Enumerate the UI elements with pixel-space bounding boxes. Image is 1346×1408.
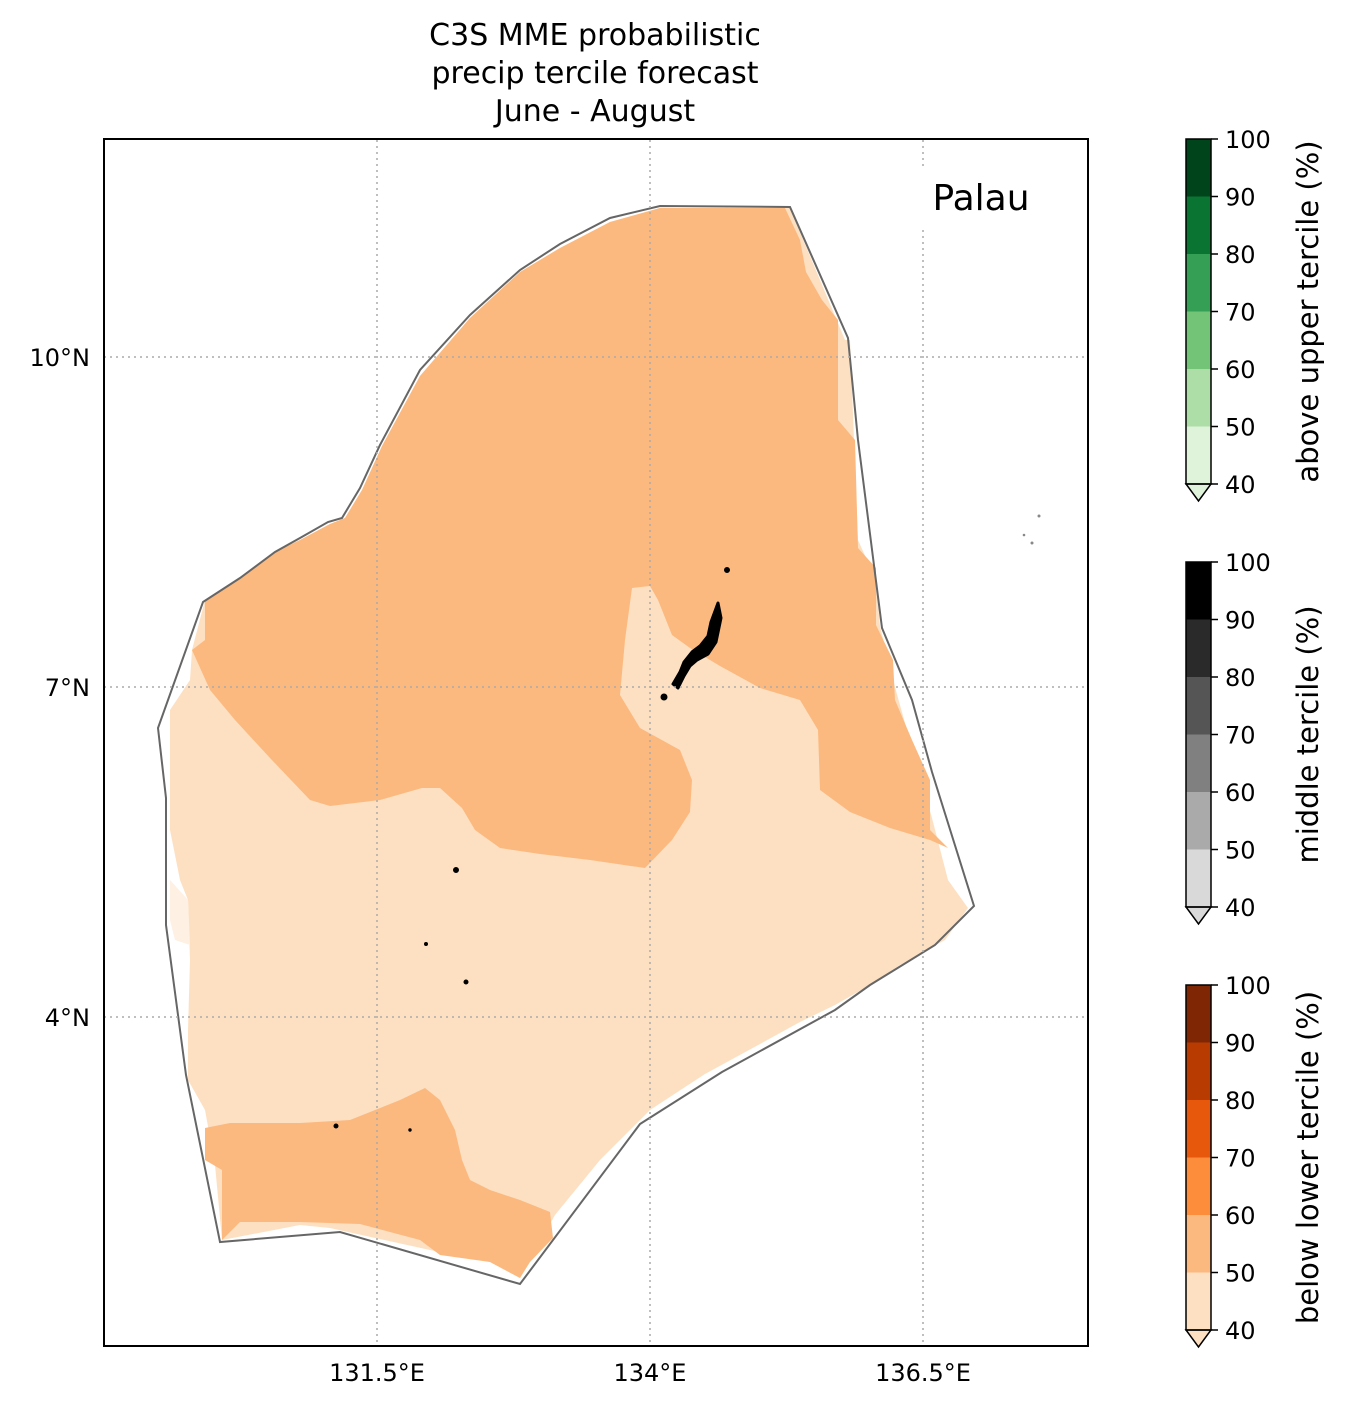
- colorbar: 100 90 80 70 60 50 40 middle tercile (%): [1184, 549, 1325, 926]
- colorbar-label: middle tercile (%): [1291, 605, 1325, 863]
- colorbar-segment: [1186, 1042, 1211, 1101]
- colorbar-tick-label: 100: [1225, 126, 1271, 154]
- colorbar-tick-label: 70: [1225, 299, 1256, 327]
- colorbar-tick-label: 80: [1225, 664, 1256, 692]
- fill-below-50-60-north: [192, 208, 948, 868]
- x-tick-labels: 131.5°E 134°E 136.5°E: [329, 1359, 971, 1387]
- colorbar-segment: [1186, 196, 1211, 255]
- fill-pale-west: [170, 880, 190, 945]
- colorbar-extend-arrow: [1184, 906, 1213, 926]
- colorbar-segment: [1186, 1100, 1211, 1158]
- colorbar-tick-label: 40: [1225, 894, 1256, 922]
- region-label: Palau: [932, 178, 1029, 219]
- y-tick-label: 4°N: [45, 1004, 90, 1032]
- colorbar-tick-label: 60: [1225, 356, 1256, 384]
- region-label-bg: [915, 170, 1045, 228]
- x-tick-label: 131.5°E: [329, 1359, 425, 1387]
- colorbar-tick-label: 70: [1225, 1145, 1256, 1173]
- island-tobi: [408, 1128, 412, 1132]
- colorbar-segment: [1186, 1215, 1211, 1273]
- island-kayangel: [724, 567, 730, 573]
- colorbar-segment: [1186, 369, 1211, 427]
- chart-title: C3S MME probabilistic precip tercile for…: [429, 18, 761, 129]
- colorbar-tick-label: 90: [1225, 1030, 1256, 1058]
- colorbar-tick-label: 50: [1225, 414, 1256, 442]
- colorbar: 100 90 80 70 60 50 40 above upper tercile (%): [1184, 126, 1325, 503]
- island-east-3: [1022, 533, 1026, 537]
- y-tick-label: 10°N: [30, 344, 91, 372]
- colorbar-tick-label: 70: [1225, 722, 1256, 750]
- colorbar-tick-label: 40: [1225, 471, 1256, 499]
- island-merir: [463, 979, 469, 985]
- map-frame: [103, 138, 1089, 1347]
- colorbar-segment: [1186, 1157, 1211, 1216]
- colorbar-segment: [1186, 139, 1211, 197]
- map-panel: Palau 131.5°E 134°E 136.5°E 10°N 7°N 4°N: [30, 138, 1089, 1387]
- colorbar-tick-label: 100: [1225, 972, 1271, 1000]
- colorbar-segment: [1186, 562, 1211, 620]
- island-helen-reef: [333, 1123, 339, 1129]
- colorbar-tick-label: 80: [1225, 241, 1256, 269]
- colorbar-extend-arrow: [1184, 1329, 1213, 1349]
- colorbar-label: below lower tercile (%): [1291, 991, 1325, 1324]
- colorbar-segment: [1186, 311, 1211, 370]
- island-main-palau: [671, 601, 723, 690]
- colorbar-tick-label: 60: [1225, 779, 1256, 807]
- colorbar-tick-label: 90: [1225, 607, 1256, 635]
- colorbar-tick-label: 50: [1225, 1260, 1256, 1288]
- colorbar-segment: [1186, 426, 1211, 485]
- colorbar-tick-label: 90: [1225, 184, 1256, 212]
- colorbar-segment: [1186, 254, 1211, 312]
- fill-below-50-60-south: [205, 1088, 553, 1278]
- x-tick-label: 134°E: [614, 1359, 687, 1387]
- colorbar-tick-label: 100: [1225, 549, 1271, 577]
- title-line-3: June - August: [493, 94, 695, 129]
- colorbar-tick-label: 80: [1225, 1087, 1256, 1115]
- colorbar-segment: [1186, 677, 1211, 735]
- x-tick-label: 136.5°E: [875, 1359, 971, 1387]
- island-angaur: [660, 693, 668, 701]
- island-east-1: [1030, 541, 1034, 545]
- colorbar-label: above upper tercile (%): [1291, 140, 1325, 482]
- colorbar-segment: [1186, 849, 1211, 908]
- eez-boundary: [156, 204, 976, 1286]
- colorbar-segment: [1186, 1272, 1211, 1331]
- island-group: [333, 514, 1041, 1132]
- colorbar-tick-label: 60: [1225, 1202, 1256, 1230]
- island-east-2: [1037, 514, 1041, 518]
- colorbar-tick-label: 40: [1225, 1317, 1256, 1345]
- title-line-1: C3S MME probabilistic: [429, 18, 761, 53]
- colorbar-segment: [1186, 792, 1211, 850]
- colorbar-extend-arrow: [1184, 483, 1213, 503]
- y-tick-labels: 10°N 7°N 4°N: [30, 344, 91, 1032]
- colorbar-segment: [1186, 734, 1211, 793]
- title-line-2: precip tercile forecast: [432, 56, 759, 91]
- island-pulo-anna: [424, 942, 428, 946]
- colorbar-segment: [1186, 619, 1211, 678]
- colorbar-segment: [1186, 985, 1211, 1043]
- y-tick-label: 7°N: [45, 674, 90, 702]
- island-sonsorol: [453, 867, 459, 873]
- colorbar-tick-label: 50: [1225, 837, 1256, 865]
- colorbar: 100 90 80 70 60 50 40 below lower tercile (%): [1184, 972, 1325, 1349]
- gridlines: [104, 140, 1088, 1345]
